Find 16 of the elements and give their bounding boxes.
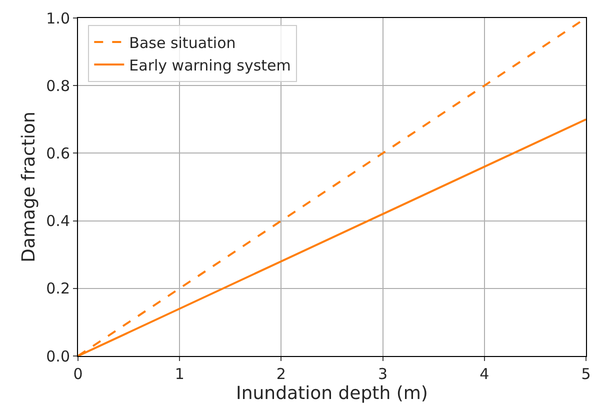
y-tick-label: 0.4 bbox=[46, 212, 70, 230]
y-tick-label: 0.8 bbox=[46, 76, 70, 95]
x-axis-title: Inundation depth (m) bbox=[236, 383, 428, 404]
y-tick-label: 1.0 bbox=[46, 9, 70, 28]
legend-label: Base situation bbox=[129, 34, 236, 52]
y-axis-title: Damage fraction bbox=[18, 112, 40, 262]
y-tick-label: 0.6 bbox=[46, 144, 70, 162]
x-tick-label: 4 bbox=[480, 365, 490, 383]
x-tick-label: 3 bbox=[378, 365, 388, 383]
y-tick-label: 0.2 bbox=[46, 280, 70, 298]
x-tick-label: 0 bbox=[73, 365, 83, 383]
legend-label: Early warning system bbox=[129, 56, 291, 74]
y-tick-label: 0.0 bbox=[46, 347, 70, 366]
x-tick-label: 1 bbox=[174, 365, 184, 383]
x-tick-label: 2 bbox=[276, 365, 286, 383]
x-tick-label: 5 bbox=[581, 365, 591, 383]
